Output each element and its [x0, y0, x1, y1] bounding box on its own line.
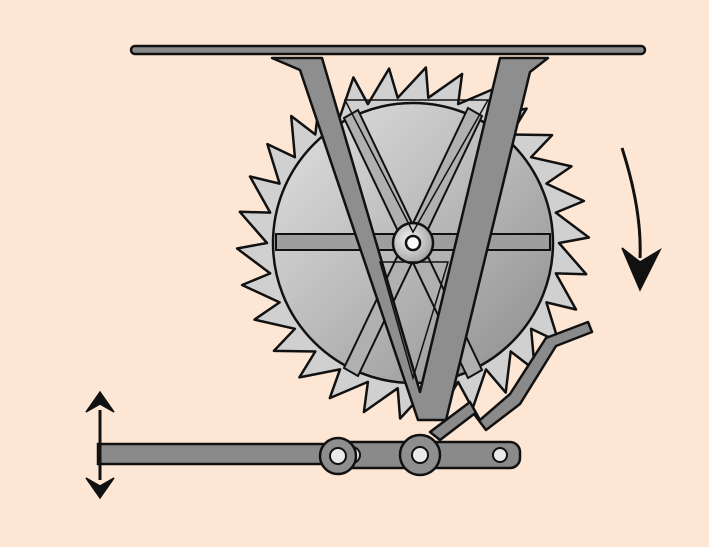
- pivot-pin: [404, 234, 422, 252]
- v-lever: [270, 56, 550, 422]
- v-lever-body: [270, 56, 550, 422]
- lever-arm: [96, 433, 442, 477]
- up-down-arrow: [85, 390, 115, 500]
- rotation-arrow: [620, 147, 662, 292]
- ceiling-bar: [129, 44, 647, 56]
- drive-pawl: [428, 320, 594, 442]
